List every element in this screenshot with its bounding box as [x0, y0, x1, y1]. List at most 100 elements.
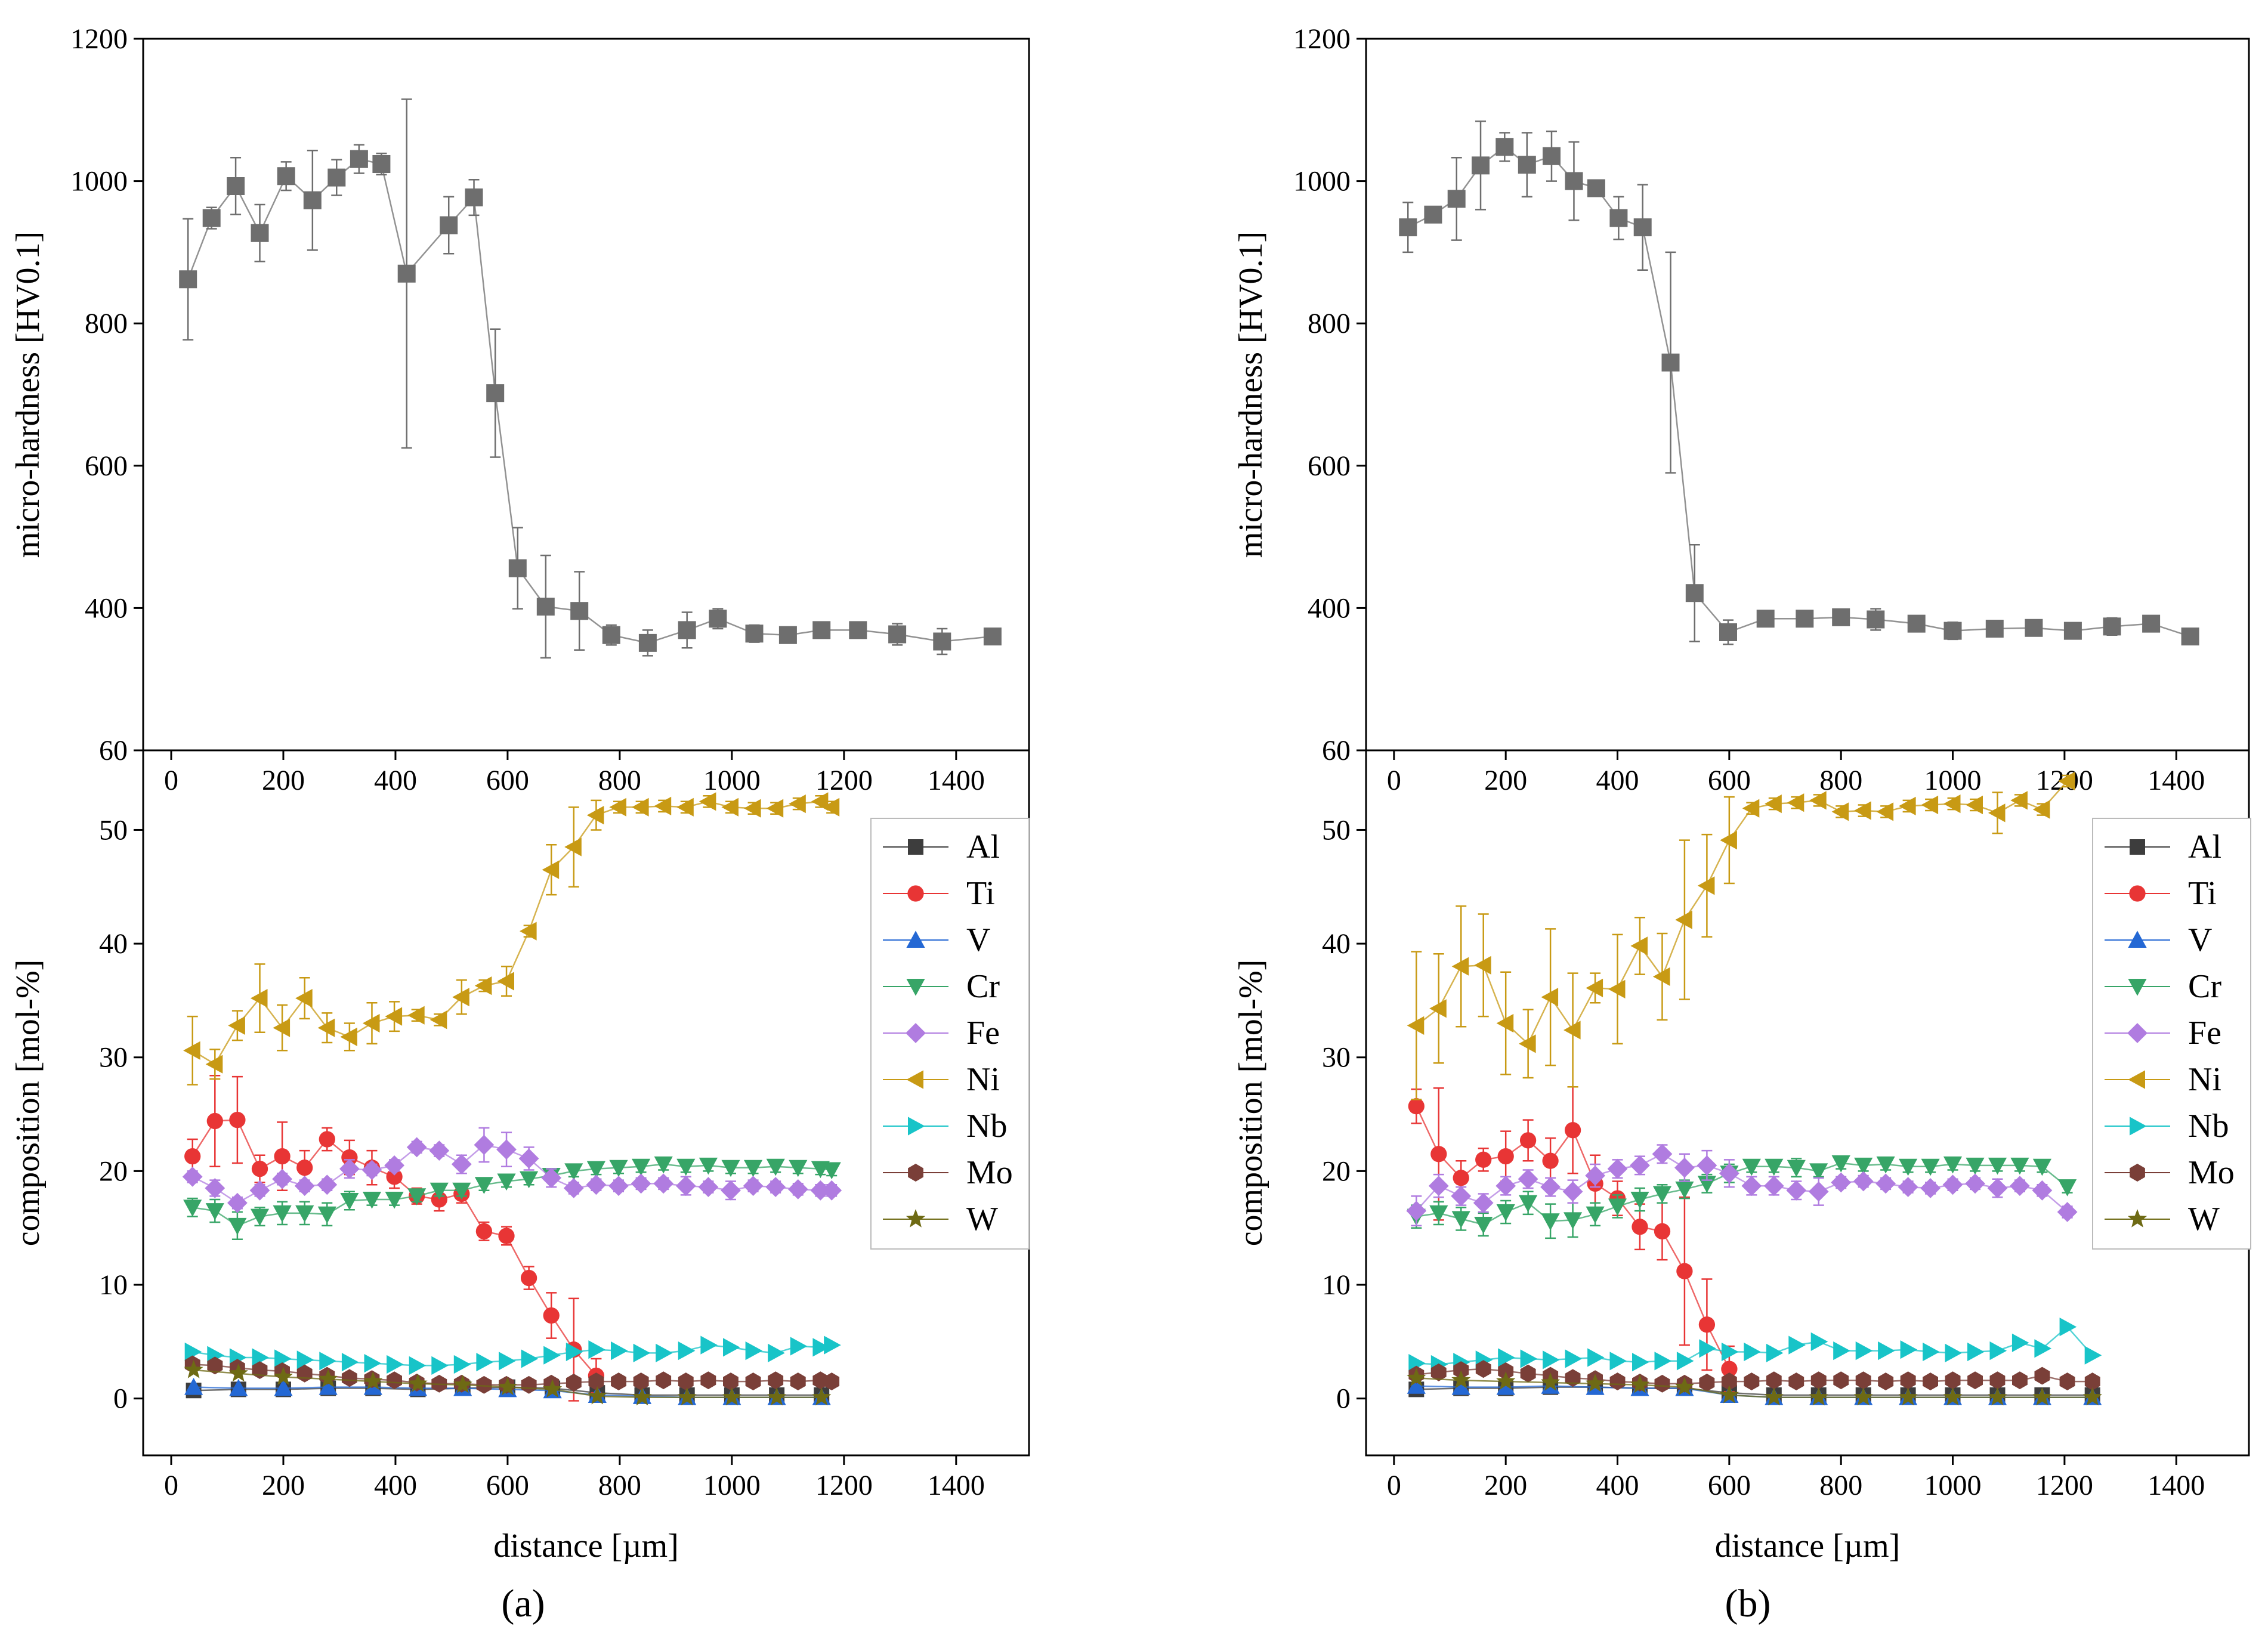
y-tick-label: 40 — [1322, 928, 1351, 960]
data-point — [1474, 1217, 1493, 1234]
data-point — [1654, 1352, 1672, 1371]
data-point — [1430, 1146, 1447, 1162]
data-point — [319, 1378, 338, 1395]
legend-label-nb: Nb — [2188, 1108, 2229, 1145]
legend-label-w: W — [2188, 1201, 2220, 1238]
y-tick-label: 0 — [113, 1383, 128, 1415]
data-point — [452, 988, 469, 1007]
data-point — [2011, 1333, 2029, 1352]
data-point — [429, 1140, 450, 1161]
data-point — [824, 1335, 841, 1355]
data-point — [1742, 1158, 1761, 1176]
data-point — [2010, 1176, 2030, 1196]
data-point — [633, 1343, 651, 1362]
data-point — [1808, 1181, 1829, 1202]
x-tick-label: 200 — [262, 1470, 305, 1501]
data-point — [768, 1343, 785, 1362]
data-point — [1587, 179, 1605, 197]
legend-marker-ni — [2128, 1070, 2145, 1089]
data-point — [303, 191, 322, 209]
legend-label-cr: Cr — [966, 968, 1000, 1005]
data-point — [536, 598, 555, 616]
data-point — [1407, 1368, 1426, 1386]
data-point — [397, 264, 416, 283]
data-point — [228, 1016, 245, 1035]
data-point — [1564, 1122, 1581, 1139]
legend-label-mo: Mo — [966, 1154, 1013, 1191]
data-point — [1541, 1213, 1560, 1230]
data-point — [744, 799, 761, 818]
data-point — [1876, 802, 1894, 821]
data-point — [744, 1160, 763, 1177]
legend-label-ti: Ti — [966, 875, 995, 912]
data-point — [228, 1217, 247, 1235]
x-tick-label: 1400 — [928, 765, 985, 796]
data-point — [1607, 1158, 1628, 1179]
data-point — [2058, 1179, 2077, 1196]
data-point — [1519, 1034, 1536, 1053]
x-tick-label: 1400 — [2148, 765, 2205, 796]
data-point — [1608, 1198, 1627, 1216]
data-point — [1518, 1168, 1538, 1189]
data-point — [508, 559, 527, 577]
panel-label-b: (b) — [1725, 1582, 1771, 1625]
data-point — [745, 1372, 761, 1390]
data-point — [2103, 617, 2121, 636]
data-point — [790, 1337, 808, 1356]
data-point — [1988, 1157, 2007, 1175]
data-point — [1967, 1371, 1983, 1390]
data-point — [518, 1148, 539, 1169]
data-point — [1609, 1372, 1626, 1390]
data-point — [631, 1173, 651, 1194]
legend-marker-mo — [2130, 1164, 2145, 1182]
data-point — [1498, 1362, 1514, 1380]
data-point — [1698, 1316, 1716, 1333]
y-tick-label: 800 — [85, 308, 128, 339]
data-point — [1809, 791, 1827, 810]
data-point — [1988, 1387, 2007, 1406]
data-point — [205, 1203, 224, 1220]
y-tick-label: 800 — [1308, 308, 1351, 339]
x-tick-label: 0 — [164, 765, 178, 796]
data-point — [1923, 1342, 1940, 1362]
x-tick-label: 1200 — [2036, 1470, 2093, 1501]
data-point — [543, 1379, 563, 1398]
x-tick-label: 400 — [1596, 765, 1639, 796]
data-point — [1428, 1176, 1449, 1196]
data-point — [183, 1199, 202, 1217]
y-tick-label: 60 — [1322, 735, 1351, 766]
data-point — [1943, 794, 1961, 814]
series-ti — [184, 1075, 605, 1402]
legend-marker-fe — [906, 1023, 926, 1043]
data-point — [1766, 1371, 1782, 1390]
data-point — [2059, 1318, 2077, 1337]
data-point — [1453, 1170, 1469, 1186]
data-point — [563, 1178, 584, 1198]
data-point — [1496, 1013, 1514, 1033]
data-point — [1654, 1374, 1670, 1393]
data-point — [1945, 1371, 1961, 1390]
x-tick-label: 400 — [1596, 1470, 1639, 1501]
data-point — [566, 1342, 583, 1362]
data-point — [1541, 1372, 1561, 1391]
data-point — [2084, 1346, 2102, 1365]
data-point — [1989, 1341, 2007, 1361]
legend-label-mo: Mo — [2188, 1154, 2235, 1191]
data-point — [1788, 1372, 1804, 1390]
series-w — [1407, 1368, 2102, 1406]
data-point — [319, 1131, 335, 1148]
chart-b-composition: 0 10 20 30 40 50 0 200 400 600 800 1000 1200 1400 comp… — [1232, 749, 2251, 1565]
data-point — [2034, 1339, 2051, 1358]
data-point — [1540, 1177, 1561, 1197]
legend-label-cr: Cr — [2188, 968, 2221, 1005]
data-point — [2059, 1372, 2075, 1390]
data-point — [1766, 1343, 1784, 1362]
legend-marker-cr — [2128, 979, 2147, 996]
data-point — [676, 797, 694, 817]
data-point — [588, 1340, 605, 1359]
data-point — [1796, 610, 1814, 628]
data-point — [745, 624, 764, 643]
data-point — [1474, 956, 1491, 975]
y-tick-label: 20 — [99, 1155, 128, 1187]
data-point — [1587, 1348, 1605, 1367]
